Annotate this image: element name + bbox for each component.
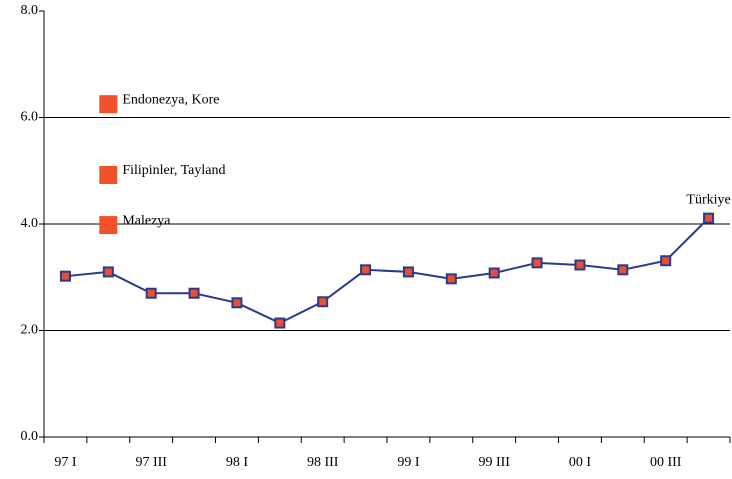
point <box>145 287 157 299</box>
comparison-label: Endonezya, Kore <box>122 92 219 107</box>
point <box>317 296 329 308</box>
x-tick-label: 00 I <box>569 455 592 470</box>
point <box>274 317 286 329</box>
y-tick-label: 0.0 <box>21 429 39 444</box>
x-tick-label: 99 III <box>478 455 510 470</box>
comparison-point <box>99 95 118 114</box>
x-tick-label: 97 III <box>135 455 167 470</box>
x-tick-label: 98 I <box>226 455 249 470</box>
comparison-label: Filipinler, Tayland <box>122 163 225 178</box>
x-tick-label: 99 I <box>397 455 420 470</box>
comparison-point <box>99 216 118 235</box>
point <box>703 212 715 224</box>
x-tick-label: 98 III <box>307 455 339 470</box>
x-tick-label: 97 I <box>54 455 77 470</box>
series-label: Türkiye <box>686 192 730 207</box>
point <box>660 255 672 267</box>
point <box>488 267 500 279</box>
comparison-point <box>99 166 118 185</box>
comparison-label: Malezya <box>122 213 171 228</box>
point <box>574 259 586 271</box>
point <box>102 266 114 278</box>
point <box>188 287 200 299</box>
point <box>402 266 414 278</box>
point <box>531 257 543 269</box>
series-line <box>65 217 710 325</box>
point <box>59 270 71 282</box>
y-tick-label: 6.0 <box>21 110 39 125</box>
point <box>445 273 457 285</box>
point <box>617 264 629 276</box>
point <box>360 264 372 276</box>
y-tick-label: 8.0 <box>21 3 39 18</box>
x-tick-label: 00 III <box>650 455 682 470</box>
y-tick-label: 4.0 <box>21 216 39 231</box>
point <box>231 297 243 309</box>
y-tick-label: 2.0 <box>21 323 39 338</box>
